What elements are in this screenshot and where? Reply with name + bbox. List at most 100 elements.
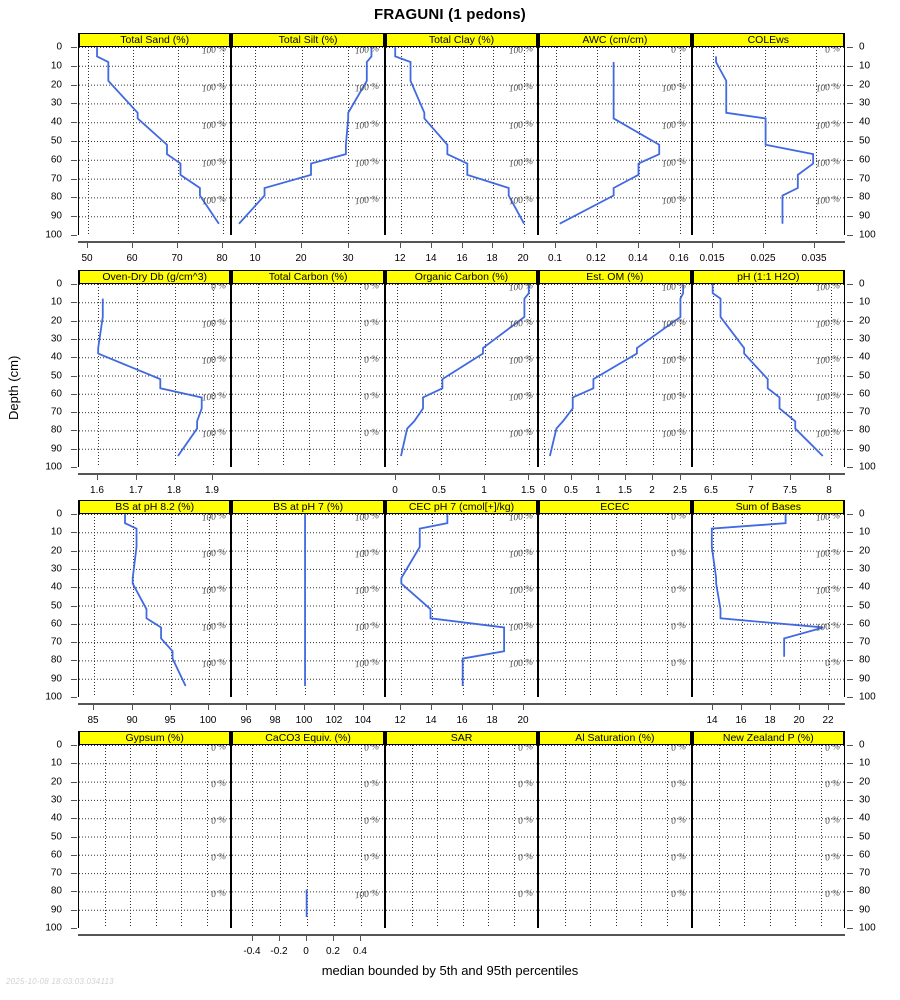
depth-tick-label-left: 50 xyxy=(50,135,62,147)
x-tick xyxy=(484,475,485,480)
depth-tick-left xyxy=(71,642,77,644)
panel-al-saturation: Al Saturation (%) 0 % 0 % 0 % 0 % 0 % xyxy=(538,731,692,928)
depth-tick-left xyxy=(71,302,77,304)
panel-total-clay: Total Clay (%) 100 % 100 % 100 % 100 % 100 % xyxy=(384,33,539,235)
x-tick-label: 1.9 xyxy=(205,485,219,496)
x-tick-label: 95 xyxy=(164,715,176,726)
contributing-percent-label: 100 % xyxy=(815,427,841,440)
x-tick xyxy=(492,705,493,710)
depth-tick-label-right: 100 xyxy=(859,691,876,703)
contributing-percent-label: 0 % xyxy=(364,852,380,864)
render-timestamp: 2025-10-08 18:03:03.034113 xyxy=(6,977,114,986)
depth-tick-label-right: 90 xyxy=(859,443,871,455)
depth-tick-label-right: 70 xyxy=(859,636,871,648)
plot-area: 100 % 100 % 100 % 100 % 100 % xyxy=(385,514,538,697)
depth-tick-left xyxy=(71,587,77,589)
depth-tick-label-left: 0 xyxy=(56,278,62,290)
contributing-percent-label: 100 % xyxy=(661,354,687,367)
x-tick xyxy=(462,243,463,248)
depth-tick-label-right: 80 xyxy=(859,424,871,436)
depth-tick-label-left: 100 xyxy=(45,922,62,934)
x-tick-label: 14 xyxy=(425,715,437,726)
profile-line xyxy=(711,284,824,457)
contributing-percent-label: 100 % xyxy=(815,548,841,561)
x-tick xyxy=(439,475,440,480)
panel-header: Oven-Dry Db (g/cm^3) xyxy=(79,270,231,284)
contributing-percent-label: 100 % xyxy=(508,119,534,132)
contributing-percent-label: 100 % xyxy=(355,157,381,170)
panel-oven-dry-db-g-cm-3: Oven-Dry Db (g/cm^3) 0 % 100 % 100 % 100 % 10… xyxy=(78,270,232,467)
x-tick xyxy=(93,705,94,710)
depth-tick-right xyxy=(847,642,853,644)
x-tick xyxy=(598,475,599,480)
panel-header: Total Clay (%) xyxy=(385,33,538,47)
contributing-percent-label: 0 % xyxy=(211,779,227,791)
contributing-percent-label: 0 % xyxy=(671,888,687,900)
x-tick-label: 16 xyxy=(735,715,747,726)
panel-ecec: ECEC 0 % 0 % 0 % 0 % 0 % xyxy=(538,500,692,697)
contributing-percent-label: 100 % xyxy=(201,657,227,670)
x-tick xyxy=(770,705,771,710)
depth-tick-label-left: 60 xyxy=(50,388,62,400)
contributing-percent-label: 0 % xyxy=(364,318,380,330)
panel-organic-carbon: Organic Carbon (%) 100 % 100 % 100 % 100 % 10… xyxy=(384,270,539,467)
depth-tick-label-right: 70 xyxy=(859,867,871,879)
contributing-percent-label: 100 % xyxy=(201,391,227,404)
depth-tick-label-left: 80 xyxy=(50,191,62,203)
panel-header: Sum of Bases xyxy=(692,500,844,514)
panel-header: COLEws xyxy=(692,33,844,47)
depth-tick-left xyxy=(71,65,77,67)
depth-tick-left xyxy=(71,103,77,105)
depth-tick-label-right: 60 xyxy=(859,154,871,166)
x-tick-label: 80 xyxy=(216,253,228,264)
x-tick-label: 20 xyxy=(295,253,307,264)
depth-tick-label-left: 70 xyxy=(50,867,62,879)
depth-tick-label-left: 0 xyxy=(56,41,62,53)
x-tick xyxy=(814,243,815,248)
x-tick xyxy=(523,705,524,710)
depth-tick-label-left: 100 xyxy=(45,461,62,473)
depth-tick-right xyxy=(847,159,853,161)
depth-tick-label-right: 20 xyxy=(859,315,871,327)
depth-tick-right xyxy=(847,678,853,680)
x-tick xyxy=(279,936,280,941)
x-tick xyxy=(799,705,800,710)
contributing-percent-label: 100 % xyxy=(661,157,687,170)
x-tick xyxy=(790,475,791,480)
x-tick-label: 0.1 xyxy=(548,253,562,264)
depth-tick-right xyxy=(847,605,853,607)
contributing-percent-label: 100 % xyxy=(815,391,841,404)
contributing-percent-label: 0 % xyxy=(517,745,533,754)
contributing-percent-label: 0 % xyxy=(824,852,840,864)
panel-header: New Zealand P (%) xyxy=(692,731,844,745)
depth-tick-left xyxy=(71,393,77,395)
x-tick-label: 102 xyxy=(325,715,343,726)
depth-tick-right xyxy=(847,799,853,801)
x-tick-label: 90 xyxy=(126,715,138,726)
x-tick xyxy=(170,705,171,710)
depth-tick-label-left: 30 xyxy=(50,333,62,345)
depth-tick-label-right: 90 xyxy=(859,673,871,685)
x-tick-label: 100 xyxy=(295,715,313,726)
depth-tick-right xyxy=(847,430,853,432)
depth-tick-left xyxy=(71,338,77,340)
x-tick xyxy=(528,475,529,480)
contributing-percent-label: 0 % xyxy=(364,779,380,791)
depth-tick-label-right: 20 xyxy=(859,545,871,557)
depth-tick-left xyxy=(71,122,77,124)
depth-tick-label-right: 40 xyxy=(859,812,871,824)
plot-area: 0 % 0 % 0 % 0 % 0 % xyxy=(385,745,538,928)
x-tick xyxy=(625,475,626,480)
depth-tick-left xyxy=(71,745,77,746)
x-tick xyxy=(544,475,545,480)
depth-tick-label-left: 70 xyxy=(50,173,62,185)
contributing-percent-label: 100 % xyxy=(508,621,534,634)
x-tick-label: 0 xyxy=(392,485,398,496)
depth-tick-label-left: 80 xyxy=(50,424,62,436)
contributing-percent-label: 100 % xyxy=(355,514,381,524)
x-tick-label: 20 xyxy=(517,253,529,264)
x-tick xyxy=(174,475,175,480)
x-tick xyxy=(212,475,213,480)
panel-gypsum: Gypsum (%) 0 % 0 % 0 % 0 % 0 % xyxy=(78,731,232,928)
x-tick-label: 7 xyxy=(748,485,754,496)
